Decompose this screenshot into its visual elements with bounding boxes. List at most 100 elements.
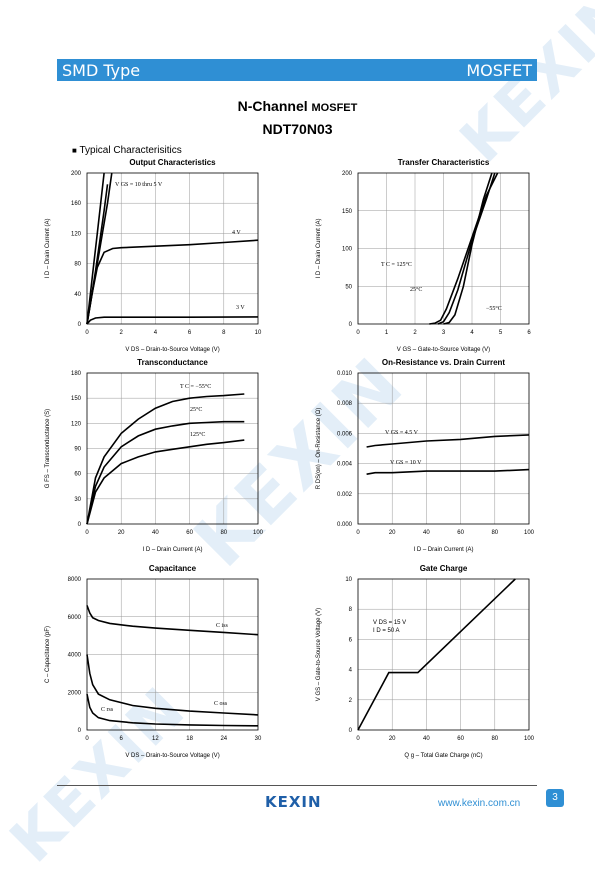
y-tick-label: 0.006 xyxy=(337,431,353,437)
series-line xyxy=(366,434,530,448)
title-line: N-Channel MOSFET xyxy=(0,98,595,114)
series-label: 25°C xyxy=(410,286,422,293)
x-tick-label: 8 xyxy=(222,330,226,336)
x-tick-label: 4 xyxy=(470,330,474,336)
y-tick-label: 0 xyxy=(349,728,353,734)
series-line xyxy=(437,172,496,325)
x-tick-label: 0 xyxy=(85,736,89,742)
y-tick-label: 10 xyxy=(345,577,352,583)
x-tick-label: 2 xyxy=(413,330,417,336)
y-tick-label: 0.002 xyxy=(337,492,353,498)
series-line xyxy=(86,420,245,525)
series-label: −55°C xyxy=(486,305,502,312)
series-line xyxy=(86,316,259,325)
chart-transconductance: 0 20 40 60 80 100 0 30 60 90 120 150 180 Transconduct… xyxy=(45,358,264,553)
y-axis-label: R DS(on) – On-Resistance (Ω) xyxy=(316,408,322,490)
header-banner: SMD Type MOSFET xyxy=(57,59,537,81)
title-main: N-Channel xyxy=(237,98,308,114)
plot-frame xyxy=(357,372,530,525)
y-tick-label: 160 xyxy=(71,201,82,207)
x-tick-label: 40 xyxy=(152,530,159,536)
x-tick-label: 60 xyxy=(186,530,193,536)
y-tick-label: 0 xyxy=(78,522,82,528)
x-axis-label: V GS – Gate-to-Source Voltage (V) xyxy=(397,347,490,353)
y-tick-label: 180 xyxy=(71,371,82,377)
series-label: C rss xyxy=(101,707,114,713)
y-tick-label: 8000 xyxy=(68,577,82,583)
x-tick-label: 2 xyxy=(120,330,124,336)
x-tick-label: 80 xyxy=(491,530,498,536)
y-tick-label: 120 xyxy=(71,231,82,237)
y-tick-label: 6 xyxy=(349,637,353,643)
y-tick-label: 60 xyxy=(74,472,81,478)
y-tick-label: 8 xyxy=(349,607,353,613)
chart-on-resistance: 0 20 40 60 80 100 0.000 0.002 0.004 0.006 0.008 0.0… xyxy=(316,358,535,553)
y-tick-label: 0.010 xyxy=(337,371,353,377)
y-tick-label: 50 xyxy=(345,284,352,290)
x-tick-label: 30 xyxy=(255,736,262,742)
x-tick-label: 5 xyxy=(499,330,503,336)
y-axis-label: G FS – Transconductance (S) xyxy=(45,409,51,488)
x-tick-label: 60 xyxy=(457,530,464,536)
y-tick-label: 90 xyxy=(74,447,81,453)
series-line xyxy=(86,693,259,727)
annotation-label: V DS = 15 V xyxy=(373,620,406,626)
x-axis-label: I D – Drain Current (A) xyxy=(413,547,473,553)
series-line xyxy=(86,239,259,325)
y-tick-label: 150 xyxy=(342,209,353,215)
x-tick-label: 3 xyxy=(442,330,446,336)
x-tick-label: 18 xyxy=(186,736,193,742)
y-tick-label: 120 xyxy=(71,421,82,427)
x-tick-label: 1 xyxy=(385,330,389,336)
x-tick-label: 80 xyxy=(220,530,227,536)
footer-url[interactable]: www.kexin.com.cn xyxy=(438,798,521,809)
x-tick-label: 10 xyxy=(255,330,262,336)
x-tick-label: 80 xyxy=(491,736,498,742)
x-tick-label: 20 xyxy=(389,736,396,742)
series-line xyxy=(86,393,245,525)
series-label: 4 V xyxy=(232,230,241,236)
x-tick-label: 4 xyxy=(154,330,158,336)
y-tick-label: 4 xyxy=(349,668,353,674)
plot-frame xyxy=(357,578,530,731)
series-line xyxy=(443,172,493,325)
y-tick-label: 2 xyxy=(349,698,353,704)
y-tick-label: 30 xyxy=(74,497,81,503)
y-tick-label: 40 xyxy=(74,292,81,298)
chart-title: Transfer Characteristics xyxy=(398,158,490,167)
x-tick-label: 6 xyxy=(120,736,124,742)
x-tick-label: 0 xyxy=(85,530,89,536)
series-line xyxy=(357,578,516,731)
chart-output-characteristics: 0 2 4 6 8 10 0 40 80 120 160 200 Output Characterist… xyxy=(45,158,262,353)
x-tick-label: 24 xyxy=(220,736,227,742)
y-tick-label: 0.004 xyxy=(337,462,353,468)
series-label: 3 V xyxy=(236,305,245,311)
y-tick-label: 6000 xyxy=(68,615,82,621)
x-tick-label: 0 xyxy=(356,736,360,742)
series-label: V GS = 10 V xyxy=(390,460,422,466)
y-tick-label: 150 xyxy=(71,396,82,402)
chart-title: Output Characteristics xyxy=(129,158,216,167)
x-tick-label: 60 xyxy=(457,736,464,742)
series-line xyxy=(429,172,499,325)
bullet-icon: ■ xyxy=(72,146,77,155)
header-left: SMD Type xyxy=(62,61,141,80)
y-tick-label: 0 xyxy=(349,322,353,328)
x-tick-label: 100 xyxy=(524,736,535,742)
x-tick-label: 0 xyxy=(356,330,360,336)
section-label: Typical Characterisitics xyxy=(79,145,182,156)
y-tick-label: 80 xyxy=(74,262,81,268)
series-line xyxy=(86,439,245,525)
series-label: 25°C xyxy=(190,406,202,413)
page-number: 3 xyxy=(546,789,564,807)
x-tick-label: 20 xyxy=(389,530,396,536)
series-line xyxy=(366,468,530,475)
header-right: MOSFET xyxy=(466,61,532,80)
x-tick-label: 12 xyxy=(152,736,159,742)
plot-frame xyxy=(86,172,259,325)
y-axis-label: I D – Drain Current (A) xyxy=(45,218,51,278)
y-tick-label: 0.000 xyxy=(337,522,353,528)
x-tick-label: 40 xyxy=(423,530,430,536)
y-tick-label: 200 xyxy=(342,171,353,177)
x-tick-label: 100 xyxy=(524,530,535,536)
